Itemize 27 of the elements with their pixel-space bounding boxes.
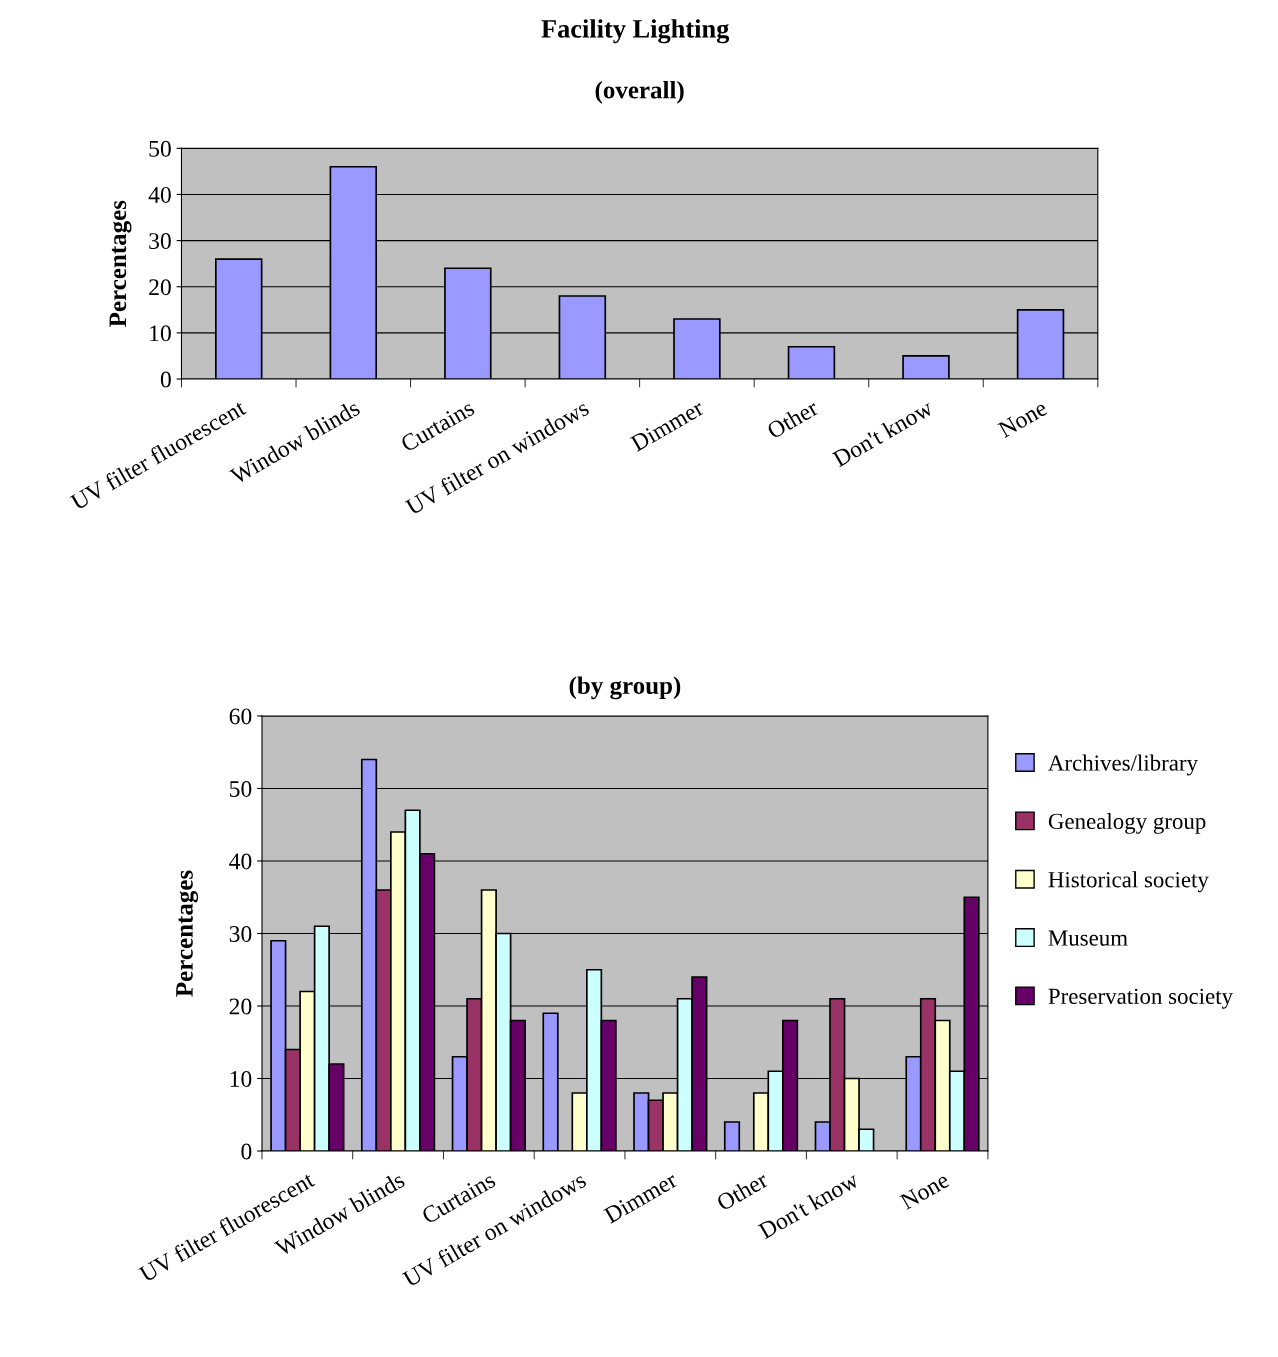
y-tick-label: 0 [241, 1143, 252, 1160]
chart-subtitle: (overall) [595, 80, 684, 104]
legend-label: Historical society [1048, 871, 1209, 893]
y-tick-label: 40 [148, 186, 171, 203]
y-tick-label: 50 [149, 140, 171, 157]
legend-label: Genealogy group [1048, 812, 1206, 834]
legend-label: Preservation society [1048, 988, 1233, 1009]
x-tick-label: Other [765, 398, 820, 440]
y-tick-label: 60 [229, 708, 252, 725]
y-tick-label: 20 [149, 279, 171, 296]
y-tick-label: 30 [149, 233, 171, 250]
y-tick-label: 50 [230, 780, 252, 797]
y-tick-label: 40 [229, 853, 252, 870]
chart-title: Facility Lighting [541, 19, 730, 44]
x-tick-label: None [997, 399, 1049, 439]
x-tick-label: None [899, 1171, 951, 1211]
x-tick-label: Don't know [831, 398, 935, 468]
legend-label: Archives/library [1048, 754, 1198, 776]
legend-label: Museum [1048, 930, 1128, 946]
y-axis-title: Percentages [109, 200, 132, 327]
y-tick-label: 0 [160, 371, 171, 388]
y-tick-label: 20 [229, 998, 252, 1015]
y-tick-label: 30 [229, 925, 252, 942]
y-tick-label: 10 [150, 325, 171, 342]
y-tick-label: 10 [230, 1070, 252, 1087]
chart-title: (by group) [569, 676, 681, 700]
y-axis-title: Percentages [176, 870, 199, 997]
